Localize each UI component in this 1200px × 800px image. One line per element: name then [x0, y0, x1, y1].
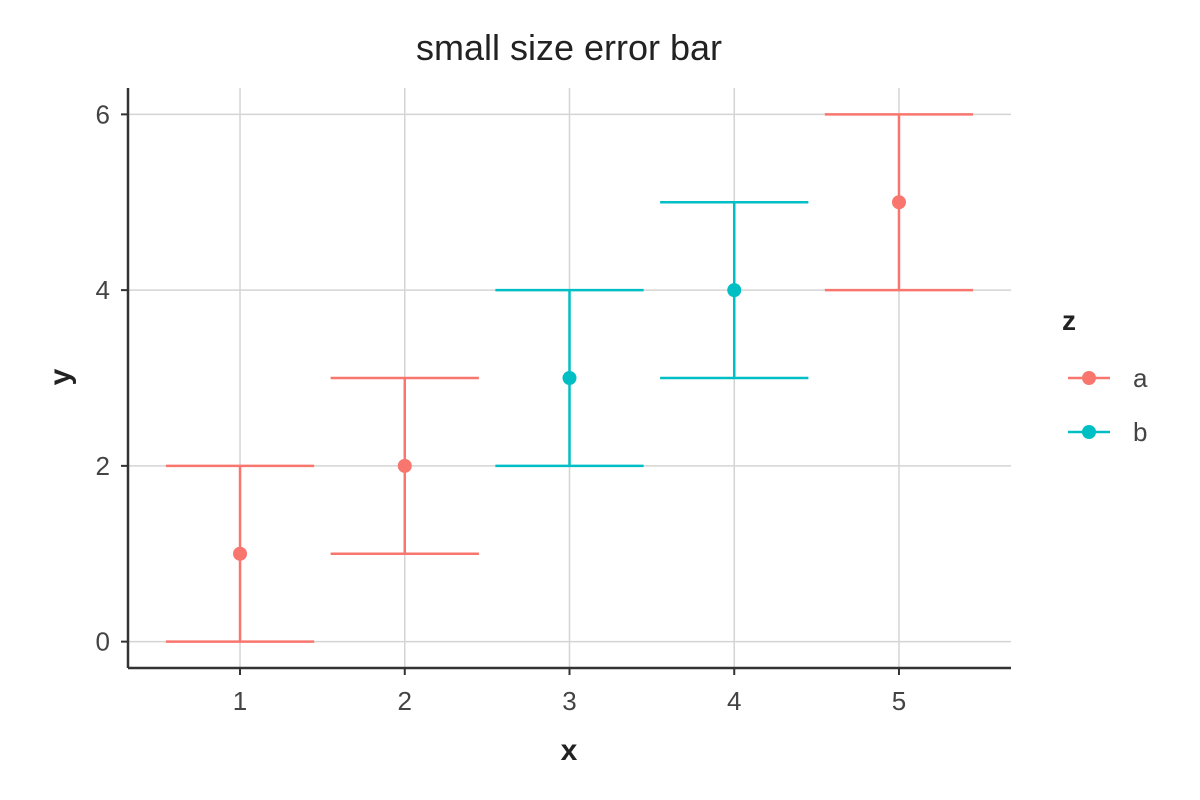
errorbar-a — [824, 113, 974, 292]
legend-label: a — [1133, 363, 1148, 393]
legend-item-b: b — [1068, 417, 1147, 447]
y-axis-title: y — [44, 368, 77, 385]
y-tick-label: 0 — [96, 627, 110, 657]
axes: 1 2 3 4 5 0 2 4 6 — [96, 88, 1011, 716]
legend-label: b — [1133, 417, 1147, 447]
y-tick-label: 2 — [96, 451, 110, 481]
data-point-a — [891, 195, 906, 210]
errorbar-a — [330, 376, 479, 556]
legend-key-point — [1082, 371, 1096, 385]
errorbar-a — [165, 464, 315, 643]
errorbar-b — [660, 200, 809, 380]
x-tick-label: 1 — [233, 686, 247, 716]
data-marks — [165, 113, 974, 643]
legend-item-a: a — [1068, 363, 1148, 393]
x-tick-label: 5 — [892, 686, 906, 716]
data-point-b — [727, 283, 742, 298]
legend-key-point — [1082, 425, 1096, 439]
x-tick-label: 4 — [727, 686, 741, 716]
legend-title: z — [1062, 305, 1076, 336]
data-point-a — [233, 546, 248, 561]
data-point-b — [562, 371, 577, 385]
legend: z ab — [1062, 305, 1148, 447]
x-axis-title: x — [561, 734, 578, 767]
chart-title: small size error bar — [416, 27, 722, 68]
x-tick-label: 2 — [398, 686, 412, 716]
y-tick-label: 6 — [96, 99, 110, 129]
data-point-a — [397, 458, 412, 473]
x-tick-label: 3 — [562, 686, 576, 716]
errorbar-b — [495, 288, 644, 468]
y-tick-label: 4 — [96, 275, 110, 305]
